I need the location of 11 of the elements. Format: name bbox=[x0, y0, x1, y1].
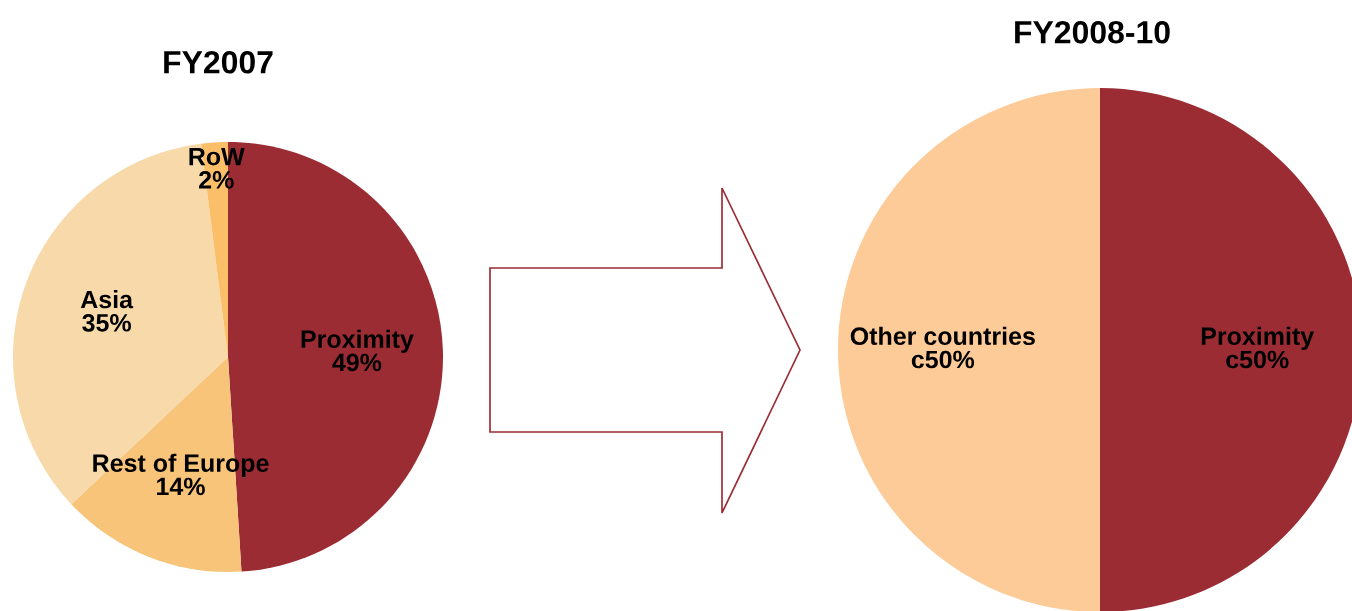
slice-label: Proximity bbox=[301, 329, 414, 353]
slice-label: Other countries bbox=[850, 326, 1035, 346]
data-label: 49% bbox=[332, 353, 382, 372]
chart-title: FY2007 bbox=[164, 50, 273, 74]
slice-label: Asia bbox=[80, 290, 134, 309]
data-label: c50% bbox=[911, 350, 975, 369]
chart-title: FY2008-10 bbox=[1015, 20, 1170, 44]
data-label: c50% bbox=[1226, 350, 1289, 369]
data-label: 35% bbox=[82, 313, 131, 332]
data-label: 14% bbox=[157, 477, 205, 496]
slice-label: Proximity bbox=[1201, 326, 1315, 350]
